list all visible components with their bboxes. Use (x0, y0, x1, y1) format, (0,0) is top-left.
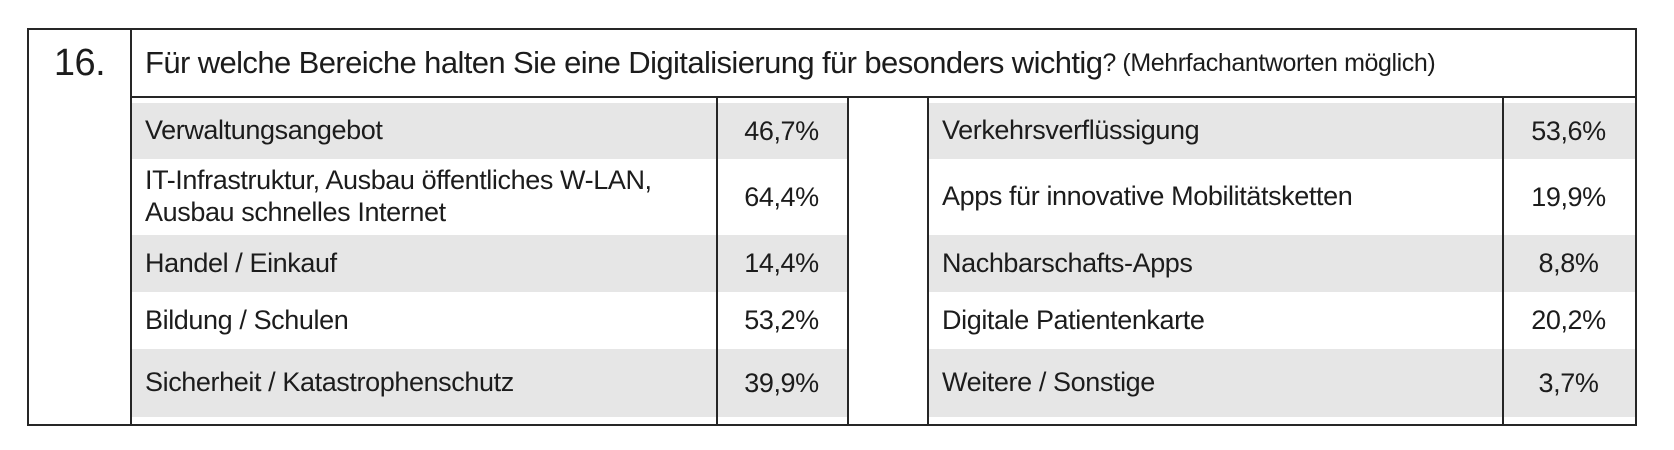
answer-label: Weitere / Sonstige (942, 367, 1155, 398)
answer-percent: 20,2% (1531, 305, 1606, 335)
answer-label: Handel / Einkauf (145, 247, 337, 278)
answer-percent: 53,6% (1531, 115, 1606, 146)
table-row: Sicherheit / Katastrophenschutz 39,9% (132, 349, 847, 417)
question-header: Für welche Bereiche halten Sie eine Digi… (132, 30, 1635, 98)
answer-percent: 39,9% (744, 367, 819, 398)
question-note: ? (Mehrfachantworten möglich) (1102, 48, 1436, 77)
table-row: Handel / Einkauf 14,4% (132, 235, 847, 292)
table-row: Verkehrsverflüssigung 53,6% (929, 103, 1635, 159)
answer-percent: 64,4% (744, 181, 819, 212)
question-number-cell: 16. (29, 30, 132, 424)
answer-label: Apps für innovative Mobilitätsketten (942, 181, 1353, 212)
question-content: Für welche Bereiche halten Sie eine Digi… (132, 30, 1635, 424)
table-row: IT-Infrastruktur, Ausbau öffentliches W-… (132, 159, 847, 235)
question-number: 16. (53, 42, 106, 84)
answers-table-right: Verkehrsverflüssigung 53,6% Apps für inn… (927, 98, 1635, 424)
column-divider (1502, 98, 1504, 424)
answer-percent: 14,4% (744, 248, 819, 278)
answer-label: Digitale Patientenkarte (942, 304, 1205, 335)
answer-label: Verwaltungsangebot (145, 115, 383, 146)
answer-label: Nachbarschafts-Apps (942, 247, 1193, 278)
answer-label: Bildung / Schulen (145, 304, 349, 335)
table-row: Digitale Patientenkarte 20,2% (929, 292, 1635, 349)
question-text: Für welche Bereiche halten Sie eine Digi… (145, 45, 1103, 80)
answer-percent: 19,9% (1531, 181, 1606, 212)
question-block: 16. Für welche Bereiche halten Sie eine … (27, 28, 1637, 426)
answer-percent: 46,7% (744, 115, 819, 146)
table-row: Nachbarschafts-Apps 8,8% (929, 235, 1635, 292)
answers-area: Verwaltungsangebot 46,7% IT-Infrastruktu… (132, 98, 1635, 424)
answer-label: Verkehrsverflüssigung (942, 115, 1200, 146)
table-row: Verwaltungsangebot 46,7% (132, 103, 847, 159)
table-row: Apps für innovative Mobilitätsketten 19,… (929, 159, 1635, 235)
table-gap (849, 98, 927, 424)
answers-table-left: Verwaltungsangebot 46,7% IT-Infrastruktu… (132, 98, 849, 424)
answer-percent: 53,2% (744, 305, 819, 335)
answer-label: Sicherheit / Katastrophenschutz (145, 367, 514, 398)
answer-percent: 3,7% (1538, 367, 1599, 398)
answer-percent: 8,8% (1538, 248, 1599, 278)
column-divider (716, 98, 718, 424)
answer-label: IT-Infrastruktur, Ausbau öffentliches W-… (145, 165, 652, 227)
table-row: Weitere / Sonstige 3,7% (929, 349, 1635, 417)
table-row: Bildung / Schulen 53,2% (132, 292, 847, 349)
